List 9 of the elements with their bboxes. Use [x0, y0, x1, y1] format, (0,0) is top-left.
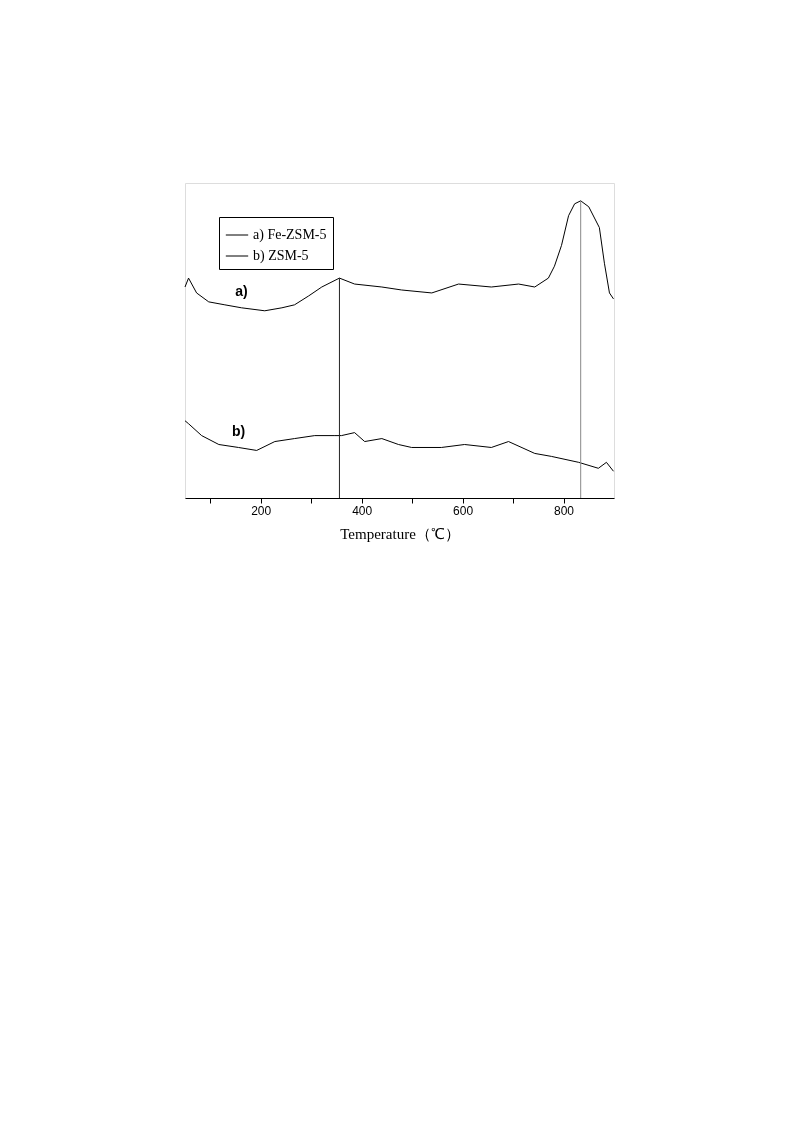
annotation: b)	[231, 422, 246, 439]
x-axis-title: Temperature（℃）	[340, 525, 460, 542]
x-tick-label: 800	[554, 503, 575, 518]
legend-label: b) ZSM-5	[253, 248, 309, 264]
x-tick-label: 400	[352, 503, 373, 518]
legend-label: a) Fe-ZSM-5	[253, 227, 327, 243]
annotation: a)	[235, 282, 248, 299]
x-tick-label: 600	[453, 503, 474, 518]
x-tick-label: 200	[251, 503, 272, 518]
